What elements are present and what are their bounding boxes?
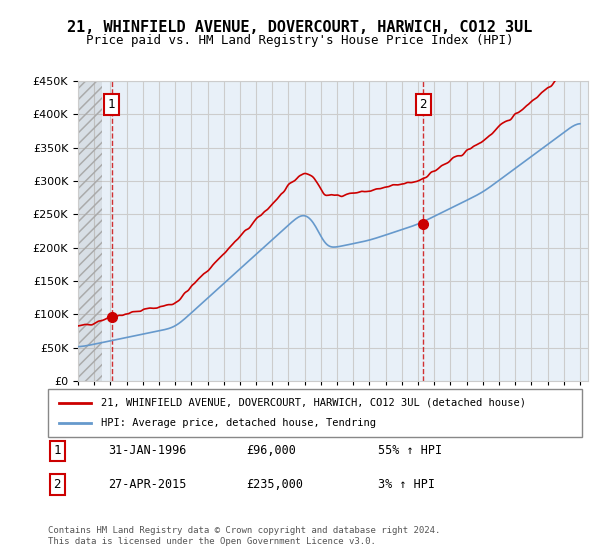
Text: 21, WHINFIELD AVENUE, DOVERCOURT, HARWICH, CO12 3UL (detached house): 21, WHINFIELD AVENUE, DOVERCOURT, HARWIC… bbox=[101, 398, 526, 408]
Bar bbox=[78, 81, 102, 381]
Text: 3% ↑ HPI: 3% ↑ HPI bbox=[378, 478, 435, 491]
Text: 31-JAN-1996: 31-JAN-1996 bbox=[108, 444, 187, 458]
FancyBboxPatch shape bbox=[48, 389, 582, 437]
Text: £96,000: £96,000 bbox=[246, 444, 296, 458]
Text: 2: 2 bbox=[53, 478, 61, 491]
Text: 1: 1 bbox=[53, 444, 61, 458]
Text: 55% ↑ HPI: 55% ↑ HPI bbox=[378, 444, 442, 458]
Text: 27-APR-2015: 27-APR-2015 bbox=[108, 478, 187, 491]
Text: Contains HM Land Registry data © Crown copyright and database right 2024.
This d: Contains HM Land Registry data © Crown c… bbox=[48, 526, 440, 546]
Bar bbox=[78, 81, 102, 381]
Text: Price paid vs. HM Land Registry's House Price Index (HPI): Price paid vs. HM Land Registry's House … bbox=[86, 34, 514, 46]
Text: 21, WHINFIELD AVENUE, DOVERCOURT, HARWICH, CO12 3UL: 21, WHINFIELD AVENUE, DOVERCOURT, HARWIC… bbox=[67, 20, 533, 35]
Text: HPI: Average price, detached house, Tendring: HPI: Average price, detached house, Tend… bbox=[101, 418, 376, 428]
Text: 1: 1 bbox=[108, 98, 115, 111]
Text: 2: 2 bbox=[419, 98, 427, 111]
Text: £235,000: £235,000 bbox=[246, 478, 303, 491]
